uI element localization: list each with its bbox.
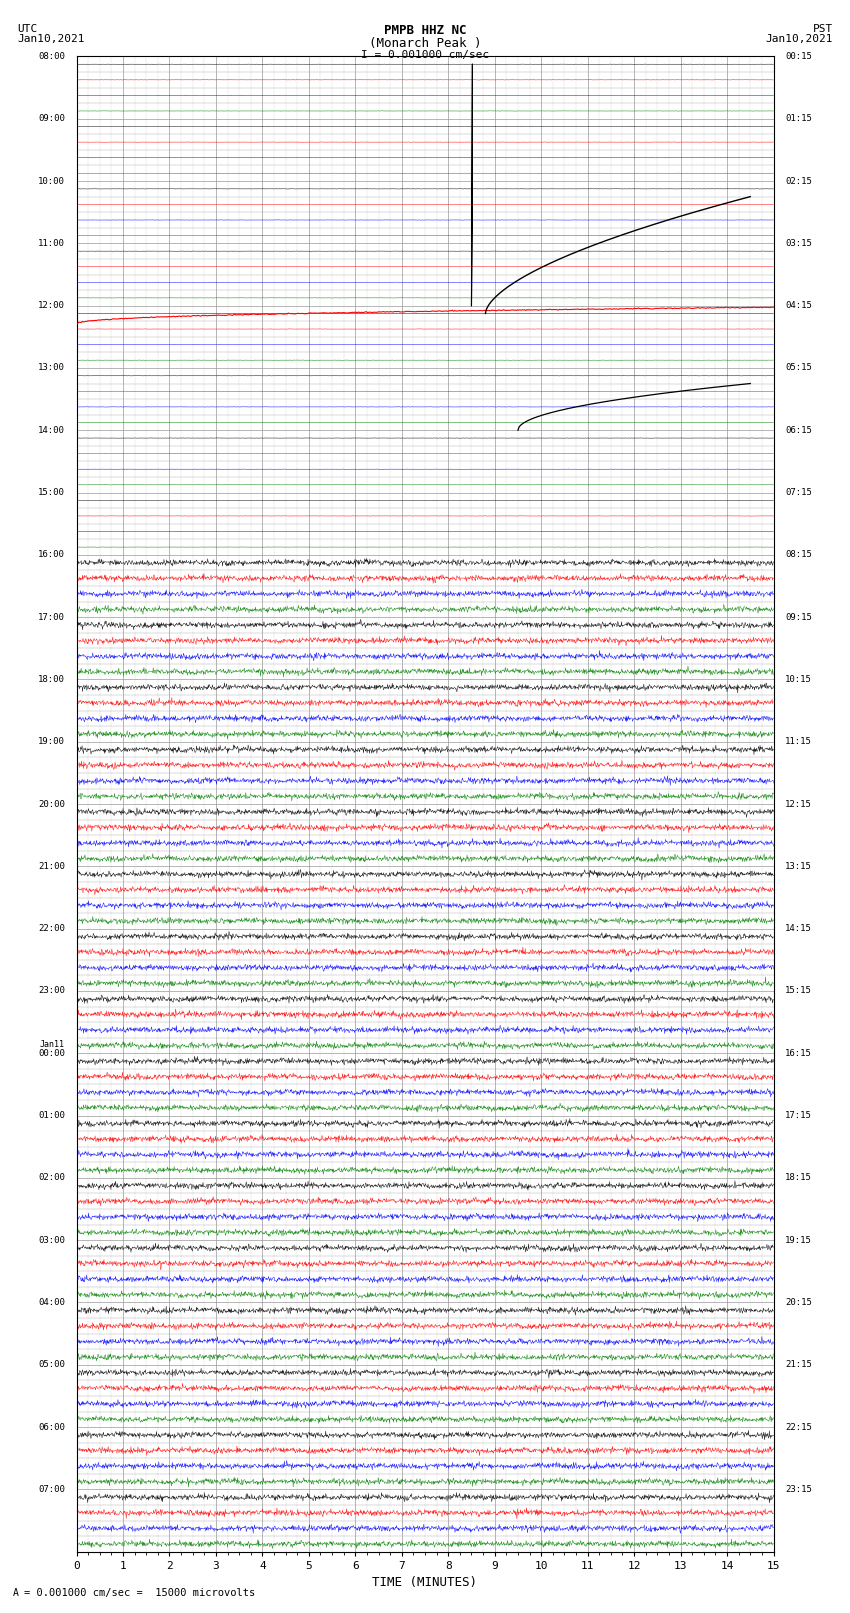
Text: 00:15: 00:15	[785, 52, 812, 61]
Text: UTC: UTC	[17, 24, 37, 34]
Text: 06:00: 06:00	[38, 1423, 65, 1432]
Text: 22:15: 22:15	[785, 1423, 812, 1432]
Text: 21:15: 21:15	[785, 1360, 812, 1369]
Text: 05:00: 05:00	[38, 1360, 65, 1369]
Text: 00:00: 00:00	[38, 1048, 65, 1058]
Text: 22:00: 22:00	[38, 924, 65, 934]
Text: 17:15: 17:15	[785, 1111, 812, 1119]
Text: 07:15: 07:15	[785, 489, 812, 497]
Text: 14:00: 14:00	[38, 426, 65, 436]
Text: 15:00: 15:00	[38, 489, 65, 497]
Text: 01:00: 01:00	[38, 1111, 65, 1119]
Text: 23:00: 23:00	[38, 987, 65, 995]
Text: 16:00: 16:00	[38, 550, 65, 560]
Text: 13:15: 13:15	[785, 861, 812, 871]
Text: 02:00: 02:00	[38, 1173, 65, 1182]
Text: 19:15: 19:15	[785, 1236, 812, 1245]
Text: PMPB HHZ NC: PMPB HHZ NC	[383, 24, 467, 37]
Text: 11:15: 11:15	[785, 737, 812, 747]
Text: 16:15: 16:15	[785, 1048, 812, 1058]
Text: 07:00: 07:00	[38, 1486, 65, 1494]
Text: 01:15: 01:15	[785, 115, 812, 123]
Text: 18:15: 18:15	[785, 1173, 812, 1182]
Text: 14:15: 14:15	[785, 924, 812, 934]
Text: 23:15: 23:15	[785, 1486, 812, 1494]
X-axis label: TIME (MINUTES): TIME (MINUTES)	[372, 1576, 478, 1589]
Text: 21:00: 21:00	[38, 861, 65, 871]
Text: 08:00: 08:00	[38, 52, 65, 61]
Text: 11:00: 11:00	[38, 239, 65, 248]
Text: Jan11: Jan11	[40, 1040, 65, 1048]
Text: (Monarch Peak ): (Monarch Peak )	[369, 37, 481, 50]
Text: 03:00: 03:00	[38, 1236, 65, 1245]
Text: 09:00: 09:00	[38, 115, 65, 123]
Text: 15:15: 15:15	[785, 987, 812, 995]
Text: 18:00: 18:00	[38, 674, 65, 684]
Text: 10:00: 10:00	[38, 176, 65, 185]
Text: 17:00: 17:00	[38, 613, 65, 621]
Text: A: A	[13, 1589, 19, 1598]
Text: 05:15: 05:15	[785, 363, 812, 373]
Text: 19:00: 19:00	[38, 737, 65, 747]
Text: I = 0.001000 cm/sec: I = 0.001000 cm/sec	[361, 50, 489, 60]
Text: Jan10,2021: Jan10,2021	[766, 34, 833, 44]
Text: 10:15: 10:15	[785, 674, 812, 684]
Text: 02:15: 02:15	[785, 176, 812, 185]
Text: 09:15: 09:15	[785, 613, 812, 621]
Text: 03:15: 03:15	[785, 239, 812, 248]
Text: 04:00: 04:00	[38, 1298, 65, 1307]
Text: 12:00: 12:00	[38, 302, 65, 310]
Text: 20:00: 20:00	[38, 800, 65, 808]
Text: 08:15: 08:15	[785, 550, 812, 560]
Text: 06:15: 06:15	[785, 426, 812, 436]
Text: 13:00: 13:00	[38, 363, 65, 373]
Text: PST: PST	[813, 24, 833, 34]
Text: 04:15: 04:15	[785, 302, 812, 310]
Text: = 0.001000 cm/sec =  15000 microvolts: = 0.001000 cm/sec = 15000 microvolts	[24, 1589, 255, 1598]
Text: 12:15: 12:15	[785, 800, 812, 808]
Text: 20:15: 20:15	[785, 1298, 812, 1307]
Text: Jan10,2021: Jan10,2021	[17, 34, 84, 44]
